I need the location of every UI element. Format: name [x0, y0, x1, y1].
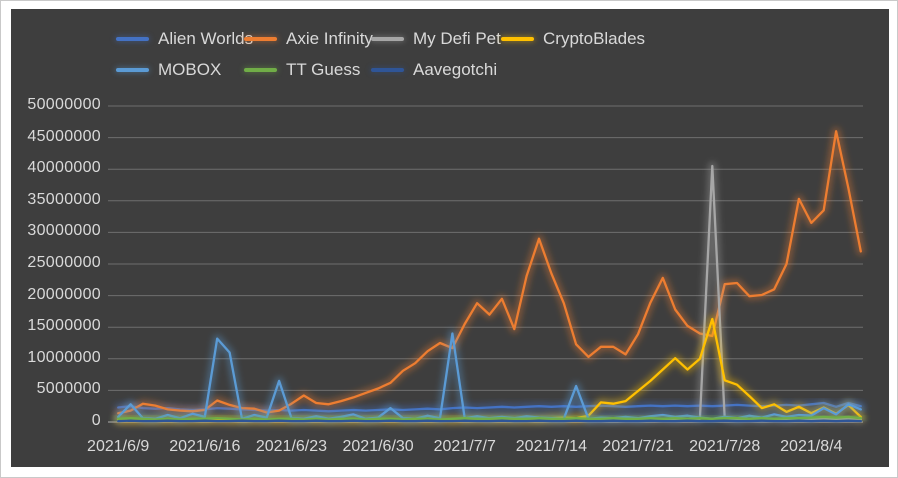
- y-tick-label: 50000000: [27, 96, 101, 113]
- y-tick-label: 5000000: [36, 380, 101, 398]
- x-tick-label: 2021/6/23: [255, 438, 328, 455]
- legend-item-cryptoblades: CryptoBlades: [501, 29, 645, 49]
- legend-label: Alien Worlds: [158, 29, 254, 48]
- x-tick-label: 2021/8/4: [780, 438, 843, 455]
- x-tick-label: 2021/6/30: [342, 438, 414, 455]
- legend-swatch-my-defi-pet: [371, 37, 404, 41]
- legend-label: Axie Infinity: [286, 29, 373, 48]
- y-tick-label: 10000000: [27, 348, 101, 366]
- legend-item-axie-infinity: Axie Infinity: [244, 29, 373, 49]
- legend-label: TT Guess: [286, 60, 361, 79]
- legend-swatch-aavegotchi: [371, 68, 404, 72]
- legend-swatch-alien-worlds: [116, 37, 149, 41]
- y-tick-label: 40000000: [27, 159, 101, 177]
- x-tick-label: 2021/6/9: [87, 438, 150, 455]
- x-tick-label: 2021/7/7: [433, 438, 496, 455]
- legend-swatch-mobox: [116, 68, 149, 72]
- legend-label: Aavegotchi: [413, 60, 498, 79]
- x-tick-label: 2021/7/28: [689, 438, 761, 455]
- y-tick-label: 15000000: [27, 317, 101, 335]
- y-tick-label: 25000000: [27, 254, 101, 271]
- legend-label: CryptoBlades: [543, 29, 646, 48]
- gridlines: [108, 105, 863, 423]
- legend-item-my-defi-pet: My Defi Pet: [371, 29, 501, 49]
- y-tick-label: 0: [91, 412, 101, 429]
- legend-item-tt-guess: TT Guess: [244, 60, 360, 80]
- y-tick-label: 30000000: [27, 222, 101, 240]
- x-tick-label: 2021/7/14: [515, 438, 587, 455]
- legend-label: My Defi Pet: [413, 29, 501, 48]
- series-lines: [114, 127, 865, 426]
- legend-item-aavegotchi: Aavegotchi: [371, 60, 497, 80]
- y-tick-label: 20000000: [27, 285, 101, 303]
- y-tick-label: 35000000: [27, 190, 101, 208]
- legend-swatch-axie-infinity: [244, 37, 277, 41]
- y-tick-label: 45000000: [27, 127, 101, 145]
- x-tick-label: 2021/7/21: [602, 438, 674, 455]
- legend-label: MOBOX: [158, 60, 222, 79]
- x-tick-label: 2021/6/16: [169, 438, 241, 455]
- legend-item-alien-worlds: Alien Worlds: [116, 29, 253, 49]
- legend-item-mobox: MOBOX: [116, 60, 221, 80]
- legend-swatch-tt-guess: [244, 68, 277, 72]
- legend-swatch-cryptoblades: [501, 37, 534, 41]
